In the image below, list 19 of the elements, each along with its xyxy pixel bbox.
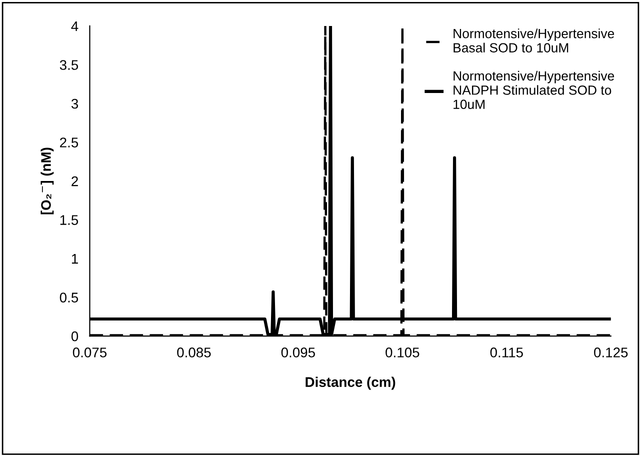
x-tick-label: 0.085 (177, 348, 211, 358)
x-axis-title: Distance (cm) (306, 376, 396, 390)
y-tick-label: 3 (71, 98, 78, 109)
x-tick-label: 0.115 (490, 348, 523, 358)
y-axis-title: [O₂$^{−}$] (nM) (40, 148, 54, 214)
legend-label: Normotensive/Hypertensive NADPH Stimulated SOD to 10uM (454, 70, 614, 110)
y-tick-label: 3.5 (60, 60, 78, 70)
x-tick-label: 0.095 (281, 348, 315, 358)
x-tick-label: 0.075 (72, 348, 107, 358)
y-tick-label: 2.5 (60, 138, 78, 148)
y-tick-label: 0.5 (60, 292, 78, 302)
y-tick-label: 2 (72, 176, 78, 186)
y-tick-label: 1.5 (60, 215, 78, 225)
x-tick-label: 0.125 (594, 348, 628, 358)
y-tick-label: 4 (71, 21, 78, 32)
y-tick-label: 1 (72, 254, 78, 264)
legend-label: Normotensive/Hypertensive Basal SOD to 10uM (454, 28, 614, 52)
x-tick-label: 0.105 (386, 348, 420, 358)
y-tick-label: 0 (71, 331, 78, 342)
